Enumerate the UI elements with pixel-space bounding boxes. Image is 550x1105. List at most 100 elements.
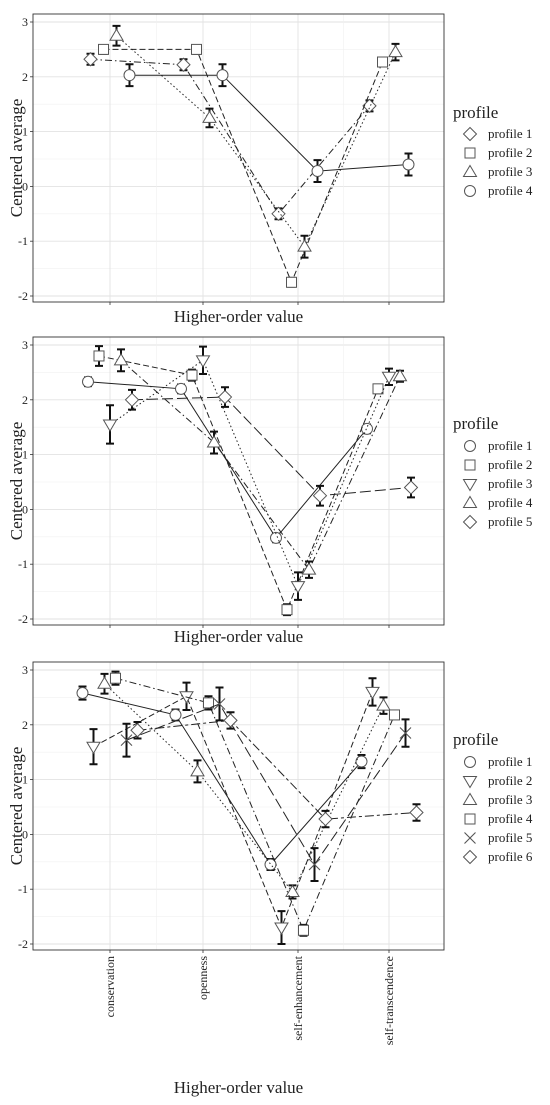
series-profile-3 <box>97 672 391 900</box>
y-axis-label: Centered average <box>7 747 26 865</box>
data-point <box>110 672 121 684</box>
data-point <box>186 369 198 381</box>
legend-key <box>464 813 476 825</box>
series-profile-3 <box>102 345 397 601</box>
data-point <box>190 763 205 777</box>
series-profile-4 <box>123 63 415 184</box>
data-point <box>124 392 140 408</box>
legend-key <box>462 126 478 142</box>
data-point <box>285 884 300 897</box>
data-point <box>271 206 286 222</box>
legend-key <box>464 832 476 844</box>
chart-panel-3: -2 -1 0 1 2 3 Centered average Higher-order val… <box>7 661 533 1097</box>
data-point <box>102 419 118 432</box>
y-tick-label: 2 <box>22 718 28 732</box>
legend-entry: profile 3 <box>488 792 532 807</box>
y-tick-label: 1 <box>22 448 28 462</box>
y-tick-label: 2 <box>22 70 28 84</box>
data-point <box>281 604 293 616</box>
legend: profile profile 1 profile 2 profile 3 profil… <box>453 414 533 530</box>
legend-entry: profile 2 <box>488 457 532 472</box>
data-point <box>362 98 377 114</box>
series-line <box>87 381 368 539</box>
data-point <box>297 239 312 252</box>
series-line <box>131 396 412 497</box>
legend-entry: profile 3 <box>488 164 532 179</box>
legend-key <box>464 459 476 471</box>
legend-key <box>464 147 476 159</box>
data-point <box>93 350 105 362</box>
data-point <box>203 697 214 709</box>
data-point <box>191 43 202 55</box>
plot-background <box>33 14 444 302</box>
series-profile-6 <box>130 711 424 829</box>
legend-entry: profile 5 <box>488 830 532 845</box>
y-tick-label: 1 <box>22 125 28 139</box>
legend: profile profile 1 profile 2 profile 3 profil… <box>453 103 533 198</box>
series-profile-2 <box>98 43 388 288</box>
legend-key <box>464 440 476 452</box>
data-point <box>409 805 424 820</box>
y-tick-label: -2 <box>18 612 28 626</box>
legend-entry: profile 2 <box>488 773 532 788</box>
data-point <box>389 709 400 721</box>
legend-key <box>464 185 476 197</box>
data-point <box>361 422 373 435</box>
legend-title: profile <box>453 730 498 749</box>
y-tick-label: 3 <box>22 338 28 352</box>
legend-entry: profile 4 <box>488 183 533 198</box>
data-point <box>298 924 309 936</box>
y-tick-label: 0 <box>22 827 28 841</box>
plot-background <box>33 337 444 625</box>
data-point <box>301 562 317 575</box>
data-point <box>83 52 98 67</box>
data-point <box>97 676 112 689</box>
data-point <box>403 480 419 495</box>
legend-entry: profile 3 <box>488 476 532 491</box>
legend-entry: profile 4 <box>488 811 533 826</box>
series-profile-1 <box>82 375 373 544</box>
data-point <box>381 371 397 385</box>
plot-border <box>32 661 445 951</box>
legend-entry: profile 2 <box>488 145 532 160</box>
data-point <box>223 713 238 728</box>
y-tick-label: 2 <box>22 393 28 407</box>
series-profile-4 <box>110 670 400 937</box>
data-point <box>312 488 328 503</box>
y-tick-label: 0 <box>22 179 28 193</box>
plot-border <box>32 13 445 303</box>
series-profile-5 <box>120 686 412 882</box>
x-tick-label: self-enhancement <box>291 955 305 1040</box>
data-point <box>206 435 222 448</box>
data-point <box>169 708 182 721</box>
legend-entry: profile 6 <box>488 849 533 864</box>
chart-panel-2: -2 -1 0 1 2 3 Centered average Higher-order val… <box>7 336 533 646</box>
series-profile-1 <box>76 685 368 872</box>
y-axis-label: Centered average <box>7 99 26 217</box>
series-line <box>129 74 409 172</box>
data-point <box>175 382 187 395</box>
chart-panel-1: -2 -1 0 1 2 3 Centered average Higher-order val… <box>7 13 533 326</box>
series-profile-3 <box>109 24 403 259</box>
data-point <box>76 687 89 700</box>
data-point <box>365 686 380 700</box>
y-tick-label: -1 <box>18 557 28 571</box>
data-point <box>377 56 388 68</box>
legend-entry: profile 5 <box>488 514 532 529</box>
series-line <box>109 359 390 588</box>
legend-key <box>462 849 478 865</box>
data-point <box>123 69 136 82</box>
data-point <box>195 355 211 368</box>
series-line <box>126 703 406 866</box>
x-tick-label: openness <box>196 956 210 1000</box>
series-profile-2 <box>93 345 384 617</box>
data-point <box>399 727 412 739</box>
series-profile-1 <box>83 52 377 222</box>
data-point <box>308 858 321 871</box>
data-point <box>311 165 324 178</box>
data-point <box>82 375 94 388</box>
data-point <box>318 811 333 827</box>
data-point <box>355 755 368 768</box>
y-tick-label: 0 <box>22 502 28 516</box>
